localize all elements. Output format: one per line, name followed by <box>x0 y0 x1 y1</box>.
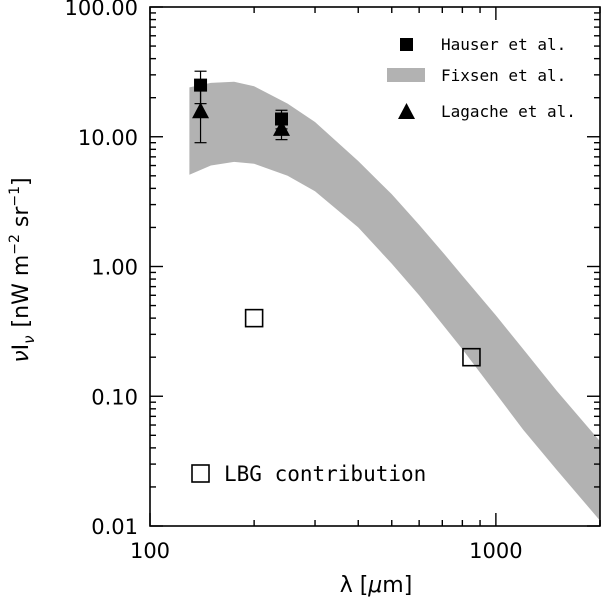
data-points <box>192 70 481 367</box>
legend-marker-lagache <box>398 103 415 119</box>
legend-label-hauser: Hauser et al. <box>441 35 566 54</box>
y-tick-labels: 0.01 0.10 1.00 10.00 100.00 <box>65 0 138 539</box>
legend: Hauser et al. Fixsen et al. Lagache et a… <box>387 35 576 121</box>
lbg-annotation-label: LBG contribution <box>224 462 426 486</box>
data-point <box>273 119 291 141</box>
fixsen-band-layer <box>189 81 600 521</box>
axis-ticks <box>149 6 601 527</box>
fixsen-band <box>189 81 600 521</box>
lbg-annotation: LBG contribution <box>191 462 426 486</box>
hauser-marker <box>194 78 208 92</box>
y-tick-label: 1.00 <box>91 256 138 280</box>
y-tick-label: 0.10 <box>91 385 138 409</box>
y-axis-title-sr: sr <box>9 206 34 234</box>
y-axis-title: νIν [nW m−2 sr−1] <box>7 177 38 362</box>
y-axis-title-nu: ν <box>9 350 34 362</box>
lbg-annotation-marker <box>191 464 210 483</box>
x-tick-label: 100 <box>130 539 170 563</box>
x-tick-labels: 100 1000 <box>130 539 523 563</box>
legend-marker-fixsen <box>387 68 425 82</box>
lbg-marker <box>462 347 481 367</box>
lbg-marker <box>244 308 264 328</box>
data-point <box>244 308 264 328</box>
legend-marker-hauser <box>400 38 413 51</box>
y-axis-title-exp2: −1 <box>7 186 23 207</box>
lagache-marker <box>273 119 291 136</box>
legend-label-lagache: Lagache et al. <box>441 102 576 121</box>
y-tick-label: 10.00 <box>78 126 138 150</box>
legend-label-fixsen: Fixsen et al. <box>441 66 566 85</box>
x-axis-title: λ [μm] <box>340 573 413 598</box>
y-axis-title-close: ] <box>9 177 34 186</box>
x-axis-title-main: λ [ <box>340 573 369 598</box>
y-axis-title-I: I <box>9 344 34 351</box>
hauser-marker <box>275 112 289 126</box>
lagache-marker <box>192 102 210 119</box>
data-point <box>192 89 210 144</box>
x-tick-label: 1000 <box>469 539 522 563</box>
y-axis-title-sub: ν <box>20 335 38 343</box>
y-axis-title-units: [nW m <box>9 255 34 328</box>
y-tick-label: 100.00 <box>65 0 138 20</box>
data-point <box>462 347 481 367</box>
y-axis-title-exp1: −2 <box>7 234 23 255</box>
x-axis-title-greek: μ <box>367 573 382 598</box>
x-axis-title-rest: m] <box>382 573 412 598</box>
y-tick-label: 0.01 <box>91 515 138 539</box>
